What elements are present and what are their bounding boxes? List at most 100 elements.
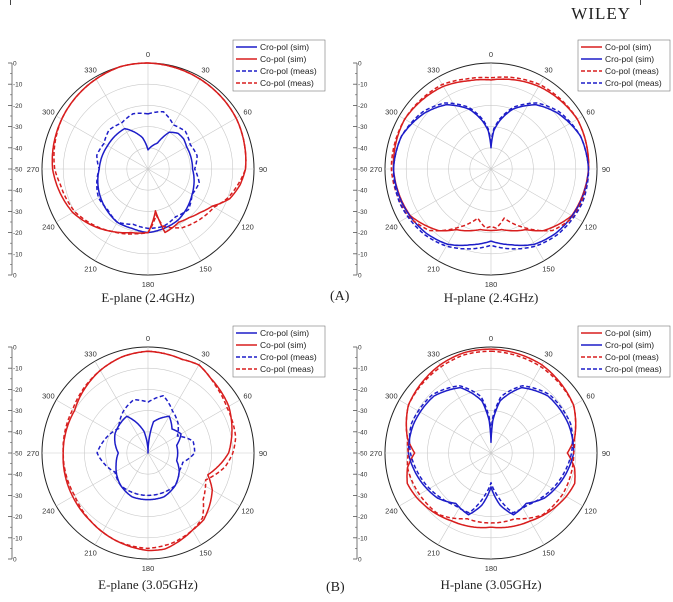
legend-label: Co-pol (sim) (605, 328, 651, 338)
legend-label: Cro-pol (meas) (605, 78, 662, 88)
angle-tick-label: 180 (485, 564, 498, 573)
legend: Cro-pol (sim) Co-pol (sim) Cro-pol (meas) C… (232, 325, 326, 378)
grid-spoke (490, 77, 545, 170)
polar-chart-2: 0 30 60 90 120 150 180 210 240 270 300 330 0 -10 -20 -3… (353, 39, 671, 305)
polar-chart-1: 0 30 60 90 120 150 180 210 240 270 300 330 0 -10 -20 -3… (8, 39, 326, 305)
legend-label: Co-pol (meas) (605, 352, 659, 362)
radial-tick-label: -50 (358, 451, 368, 458)
grid-spoke (437, 361, 492, 454)
angle-tick-label: 30 (201, 65, 209, 74)
angle-tick-label: 330 (84, 65, 97, 74)
series-line-cro-pol-meas (408, 385, 574, 514)
radial-tick-label: 0 (358, 345, 362, 352)
grid-spoke (490, 452, 545, 545)
angle-tick-label: 30 (544, 65, 552, 74)
grid-spoke (437, 77, 492, 170)
grid-spoke (399, 399, 492, 454)
radial-tick-label: -10 (358, 366, 368, 373)
radial-tick-label: -40 (13, 188, 23, 195)
grid-spoke (56, 168, 149, 223)
angle-tick-label: 0 (489, 334, 493, 343)
radial-tick-label: -30 (358, 209, 368, 216)
radial-tick-label: -30 (358, 493, 368, 500)
angle-tick-label: 300 (42, 392, 55, 401)
grid-spoke (147, 77, 202, 170)
grid-spoke (490, 452, 583, 507)
series-line-cro-pol-sim (392, 103, 590, 247)
angle-tick-label: 90 (602, 165, 610, 174)
radial-tick-label: -40 (358, 145, 368, 152)
radial-tick-label: 0 (13, 273, 17, 280)
polar-chart-3: 0 30 60 90 120 150 180 210 240 270 300 330 0 -10 -20 -3… (8, 325, 326, 592)
angle-tick-label: 300 (42, 108, 55, 117)
radial-tick-label: -10 (358, 82, 368, 89)
radial-tick-label: -40 (358, 429, 368, 436)
radial-tick-label: -20 (358, 514, 368, 521)
panel-label-a: (A) (330, 289, 350, 304)
radial-tick-label: 0 (13, 557, 17, 564)
radial-tick-label: 0 (358, 61, 362, 68)
angle-tick-label: 240 (42, 223, 55, 232)
grid-spoke (490, 361, 545, 454)
legend: Co-pol (sim) Cro-pol (sim) Co-pol (meas) Cr… (577, 325, 671, 378)
grid-spoke (399, 115, 492, 170)
angle-tick-label: 30 (544, 349, 552, 358)
radial-tick-label: -10 (358, 251, 368, 258)
radial-tick-label: -40 (358, 472, 368, 479)
angle-tick-label: 240 (42, 507, 55, 516)
grid-spoke (399, 168, 492, 223)
radial-tick-label: -40 (13, 472, 23, 479)
angle-tick-label: 270 (27, 165, 40, 174)
radial-tick-label: 0 (358, 273, 362, 280)
corner-tick (640, 0, 641, 5)
chart-caption: H-plane (3.05GHz) (440, 577, 541, 592)
legend-label: Co-pol (sim) (260, 54, 306, 64)
angle-tick-label: 0 (146, 334, 150, 343)
radial-tick-label: -30 (13, 493, 23, 500)
radial-tick-label: -30 (358, 408, 368, 415)
angle-tick-label: 180 (142, 280, 155, 289)
angle-tick-label: 180 (485, 280, 498, 289)
grid-spoke (147, 168, 202, 261)
angle-tick-label: 300 (385, 108, 398, 117)
angle-tick-label: 90 (602, 449, 610, 458)
legend-label: Co-pol (meas) (260, 78, 314, 88)
grid-spoke (399, 452, 492, 507)
publisher-logo: WILEY (571, 4, 631, 23)
radial-tick-label: -30 (13, 408, 23, 415)
grid-spoke (94, 361, 149, 454)
angle-tick-label: 180 (142, 564, 155, 573)
legend-label: Cro-pol (meas) (605, 364, 662, 374)
legend: Co-pol (sim) Cro-pol (sim) Co-pol (meas) Cr… (577, 39, 671, 92)
series-line-co-pol-sim (62, 350, 233, 552)
angle-tick-label: 0 (146, 50, 150, 59)
radial-tick-label: -50 (358, 167, 368, 174)
grid-spoke (56, 115, 149, 170)
radial-tick-label: -10 (13, 535, 23, 542)
legend-label: Cro-pol (sim) (605, 340, 654, 350)
radial-tick-label: -20 (13, 103, 23, 110)
radial-tick-label: -10 (13, 366, 23, 373)
series-line-co-pol-meas (62, 350, 237, 550)
radial-tick-label: -10 (13, 251, 23, 258)
chart-caption: E-plane (3.05GHz) (98, 577, 198, 592)
grid-spoke (490, 399, 583, 454)
angle-tick-label: 330 (427, 65, 440, 74)
angle-tick-label: 150 (542, 549, 555, 558)
angle-tick-label: 240 (385, 223, 398, 232)
legend-label: Cro-pol (meas) (260, 66, 317, 76)
angle-tick-label: 150 (542, 265, 555, 274)
angle-tick-label: 120 (241, 507, 254, 516)
legend-label: Cro-pol (meas) (260, 352, 317, 362)
radial-tick-label: 0 (13, 61, 17, 68)
radial-tick-label: -40 (13, 429, 23, 436)
grid-spoke (490, 168, 583, 223)
radial-tick-label: 0 (13, 345, 17, 352)
chart-caption: H-plane (2.4GHz) (444, 290, 539, 305)
grid-spoke (147, 399, 240, 454)
angle-tick-label: 330 (84, 349, 97, 358)
radial-tick-label: -10 (13, 82, 23, 89)
angle-tick-label: 120 (241, 223, 254, 232)
angle-tick-label: 120 (584, 507, 597, 516)
